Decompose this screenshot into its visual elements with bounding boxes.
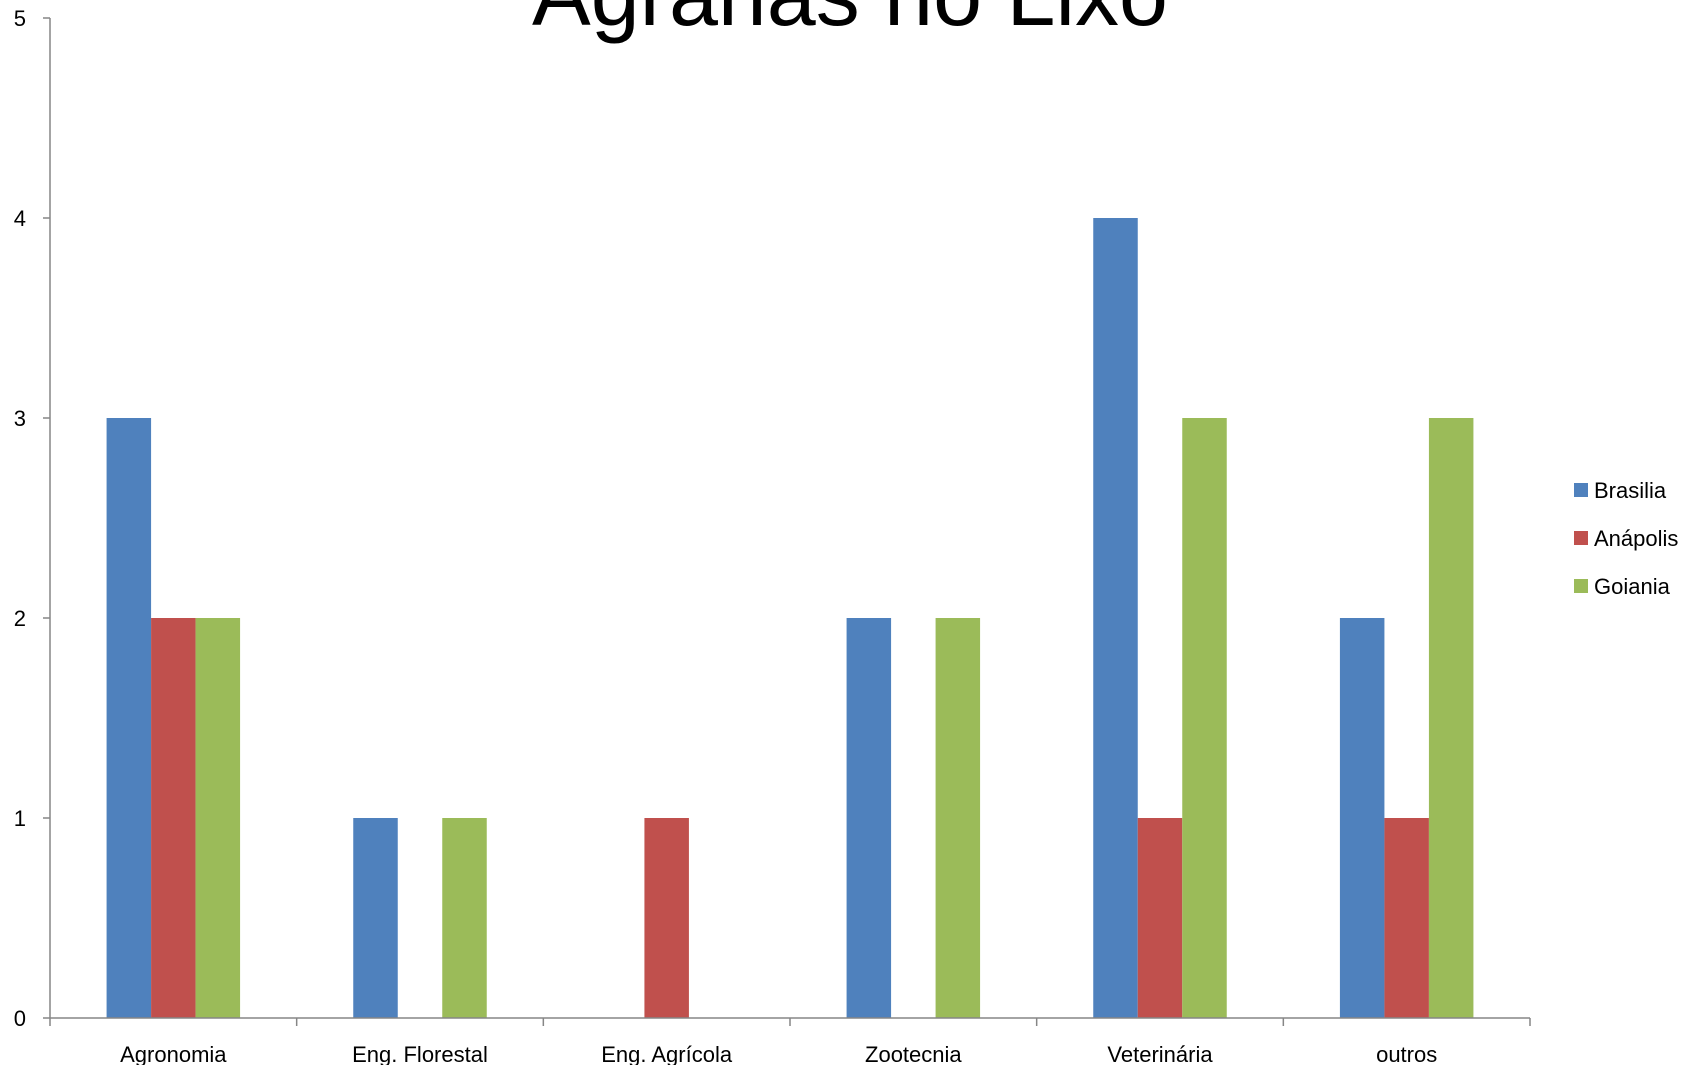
x-tick-label: Veterinária	[1107, 1042, 1213, 1065]
legend-label: Anápolis	[1594, 526, 1678, 551]
legend-item: Goiania	[1574, 574, 1671, 599]
bar-anápolis-5	[1384, 818, 1429, 1018]
y-tick-label: 4	[14, 206, 26, 231]
bar-brasilia-5	[1339, 618, 1385, 1018]
axes-layer: 0 1 2 3 4 5 Agronomia Eng. Florestal Eng. Agríco…	[14, 6, 1531, 1065]
x-tick-label: Agronomia	[120, 1042, 227, 1065]
legend-item: Anápolis	[1574, 526, 1678, 551]
legend-swatch	[1574, 483, 1588, 497]
chart-title: Agrárias no Lixo	[532, 0, 1168, 44]
bar-anápolis-2	[644, 818, 689, 1018]
y-tick-label: 5	[14, 6, 26, 31]
bar-brasilia-3	[846, 618, 892, 1018]
bar-goiania-3	[935, 618, 981, 1018]
legend-label: Brasilia	[1594, 478, 1667, 503]
y-tick-label: 1	[14, 806, 26, 831]
legend-swatch	[1574, 579, 1588, 593]
x-tick-label: Eng. Florestal	[352, 1042, 488, 1065]
x-tick-label: outros	[1376, 1042, 1437, 1065]
y-tick-label: 2	[14, 606, 26, 631]
bar-anápolis-0	[151, 618, 196, 1018]
bar-goiania-1	[442, 818, 487, 1018]
bar-brasilia-1	[353, 818, 398, 1018]
legend-swatch	[1574, 531, 1588, 545]
x-tick-label: Zootecnia	[865, 1042, 962, 1065]
bars-layer	[106, 218, 1474, 1018]
legend-item: Brasilia	[1574, 478, 1667, 503]
legend: Brasilia Anápolis Goiania	[1574, 478, 1678, 599]
bar-goiania-5	[1428, 418, 1474, 1018]
x-tick-label: Eng. Agrícola	[601, 1042, 733, 1065]
y-tick-label: 0	[14, 1006, 26, 1031]
y-tick-label: 3	[14, 406, 26, 431]
bar-brasilia-0	[106, 418, 152, 1018]
bar-goiania-4	[1182, 418, 1227, 1018]
legend-label: Goiania	[1594, 574, 1671, 599]
bar-goiania-0	[195, 618, 241, 1018]
bar-brasilia-4	[1093, 218, 1138, 1018]
bar-anápolis-4	[1137, 818, 1183, 1018]
